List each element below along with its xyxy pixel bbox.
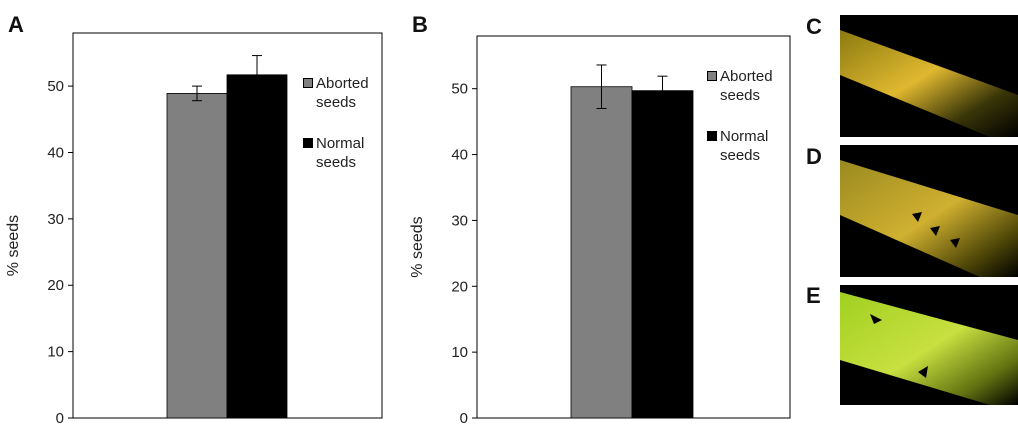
bar [167, 93, 227, 418]
legend-swatch [303, 138, 313, 148]
photo-e [840, 285, 1018, 405]
y-tick-label: 30 [451, 212, 468, 229]
panel-label: C [806, 14, 822, 40]
legend-entry: Normal seeds [720, 127, 792, 165]
y-tick-label: 20 [451, 278, 468, 295]
photo-d [840, 145, 1018, 277]
y-tick-label: 50 [451, 81, 468, 98]
panel-label: A [8, 12, 24, 38]
panel-label: B [412, 12, 428, 38]
y-tick-label: 40 [47, 144, 64, 161]
figure: 0 10 20 30 40 50 % seeds 0 10 20 30 40 50 % seeds Abo… [0, 0, 1018, 424]
legend-entry: Normal seeds [316, 134, 388, 172]
legend-label: Aborted seeds [316, 75, 369, 111]
legend-swatch [303, 78, 313, 88]
legend-swatch [707, 131, 717, 141]
legend-swatch [707, 71, 717, 81]
y-axis-label: % seeds [409, 216, 426, 277]
legend-label: Normal seeds [720, 128, 768, 164]
bar [227, 75, 287, 418]
y-tick-label: 10 [47, 344, 64, 361]
panel-label: E [806, 283, 821, 309]
bar [571, 87, 632, 418]
chart: 0 10 20 30 40 50 % seeds 0 10 20 30 40 50 % seeds [0, 0, 1018, 424]
y-tick-label: 40 [451, 147, 468, 164]
y-tick-label: 0 [56, 410, 64, 424]
photo-c [840, 15, 1018, 137]
y-tick-label: 50 [47, 78, 64, 95]
y-tick-label: 0 [460, 410, 468, 424]
bar [632, 91, 693, 418]
legend-entry: Aborted seeds [316, 74, 388, 112]
legend-label: Normal seeds [316, 135, 364, 171]
y-axis-label: % seeds [5, 215, 22, 276]
legend-entry: Aborted seeds [720, 67, 792, 105]
y-tick-label: 20 [47, 277, 64, 294]
y-tick-label: 10 [451, 344, 468, 361]
panel-label: D [806, 144, 822, 170]
y-tick-label: 30 [47, 211, 64, 228]
legend-label: Aborted seeds [720, 68, 773, 104]
